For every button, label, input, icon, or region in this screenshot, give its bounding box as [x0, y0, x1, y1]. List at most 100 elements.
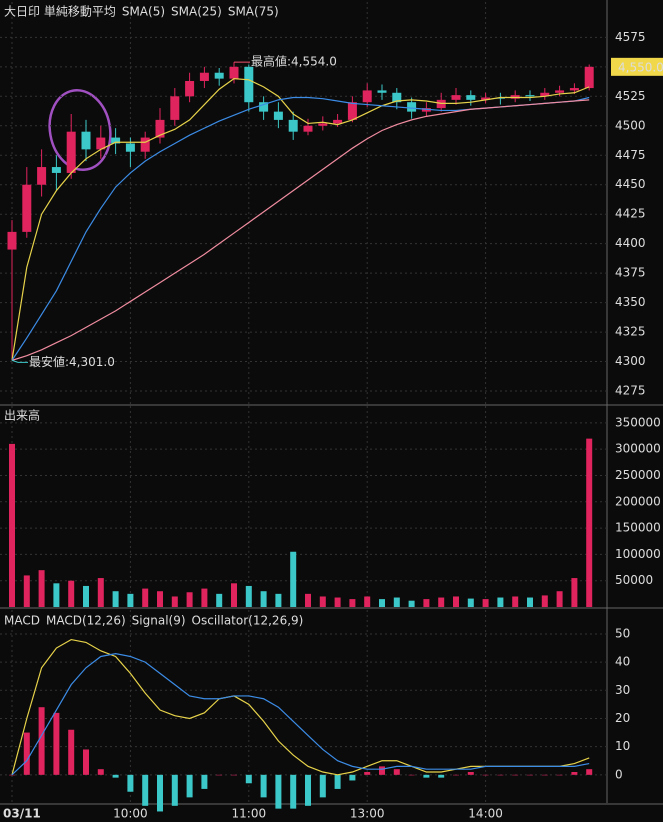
- volume-bar: [349, 599, 356, 607]
- legend-entry: SMA(75): [228, 5, 279, 19]
- volume-bar: [216, 593, 223, 607]
- y-tick-label: 350000: [615, 415, 661, 429]
- legend-entry: MACD: [4, 614, 40, 628]
- oscillator-bar: [453, 774, 459, 776]
- volume-bar: [423, 599, 430, 607]
- oscillator-bar: [497, 774, 504, 776]
- x-tick-label: 13:00: [350, 807, 385, 821]
- volume-bar: [157, 591, 163, 607]
- oscillator-bar: [157, 774, 163, 812]
- volume-bar: [334, 597, 341, 607]
- candle-body: [525, 95, 535, 97]
- volume-bar: [290, 551, 297, 607]
- volume-bar: [512, 596, 519, 607]
- x-tick-label: 11:00: [232, 807, 267, 821]
- volume-bar: [379, 599, 385, 607]
- candle-body: [318, 123, 328, 126]
- x-tick-label: 10:00: [113, 807, 148, 821]
- oscillator-bar: [186, 774, 193, 798]
- oscillator-bar: [9, 774, 15, 776]
- y-tick-label: 4425: [615, 207, 646, 221]
- candle-body: [185, 80, 195, 97]
- candle-body: [392, 92, 402, 103]
- oscillator-bar: [334, 774, 341, 789]
- candle-body: [259, 102, 269, 112]
- candle-body: [155, 119, 165, 138]
- series-line: [11, 653, 590, 776]
- oscillator-bar: [97, 769, 104, 775]
- oscillator-bar: [319, 774, 326, 798]
- oscillator-bar: [379, 766, 385, 775]
- volume-bar: [68, 580, 75, 607]
- volume-bar: [364, 596, 371, 607]
- candle-body: [170, 96, 180, 120]
- y-tick-label: 10: [615, 739, 630, 753]
- volume-bar: [305, 593, 311, 607]
- hand-drawn-circle: [48, 89, 112, 171]
- volume-bar: [438, 597, 445, 607]
- legend-entry: SMA(5): [122, 5, 165, 19]
- volume-bar: [142, 588, 149, 607]
- volume-bar: [83, 585, 89, 607]
- candle-body: [451, 95, 461, 100]
- volume-bar: [467, 598, 474, 607]
- series-line: [11, 78, 590, 361]
- candle-body: [244, 66, 254, 103]
- annotation: 最高値:4,554.0: [251, 54, 337, 69]
- oscillator-bar: [127, 774, 134, 792]
- legend-entry: MACD(12,26): [46, 614, 126, 628]
- oscillator-bar: [201, 774, 208, 789]
- oscillator-bar: [245, 774, 252, 784]
- volume-bar: [408, 600, 415, 607]
- oscillator-bar: [112, 774, 119, 778]
- legend-entry: Signal(9): [132, 614, 186, 628]
- candle-body: [362, 90, 372, 103]
- volume-bar: [497, 597, 504, 607]
- candle-body: [125, 143, 135, 152]
- oscillator-bar: [527, 774, 533, 776]
- volume-bar: [571, 578, 578, 607]
- oscillator-bar: [23, 732, 30, 775]
- y-tick-label: 4275: [615, 384, 646, 398]
- y-tick-label: 4525: [615, 89, 646, 103]
- oscillator-bar: [438, 774, 445, 778]
- oscillator-bar: [38, 707, 45, 775]
- legend-entry: Oscillator(12,26,9): [192, 614, 304, 628]
- y-tick-label: 150000: [615, 521, 661, 535]
- volume-bar: [231, 583, 237, 607]
- oscillator-bar: [83, 749, 89, 775]
- y-tick-label: 4475: [615, 148, 646, 162]
- candle-body: [81, 131, 91, 150]
- oscillator-bar: [541, 774, 548, 776]
- candle-body: [333, 119, 343, 124]
- candle-body: [37, 167, 47, 185]
- oscillator-bar: [571, 772, 578, 775]
- oscillator-bar: [467, 772, 474, 775]
- candle-body: [555, 90, 565, 93]
- last-price-label: 4,550.0: [618, 60, 663, 74]
- volume-bar: [393, 597, 400, 607]
- y-tick-label: 50: [615, 626, 630, 640]
- candle-body: [407, 102, 417, 112]
- volume-bar: [127, 593, 134, 607]
- y-tick-label: 100000: [615, 547, 661, 561]
- oscillator-bar: [408, 774, 415, 776]
- candle-body: [481, 97, 491, 100]
- candle-body: [303, 125, 313, 132]
- y-tick-label: 0: [615, 767, 623, 781]
- candle-body: [66, 131, 76, 173]
- oscillator-bar: [231, 774, 237, 776]
- y-tick-label: 20: [615, 711, 630, 725]
- y-tick-label: 4575: [615, 30, 646, 44]
- candle-body: [584, 66, 594, 89]
- candle-body: [214, 72, 224, 79]
- oscillator-bar: [216, 774, 223, 776]
- volume-bar: [453, 596, 459, 607]
- volume-bar: [245, 585, 252, 607]
- y-tick-label: 4375: [615, 266, 646, 280]
- volume-bar: [171, 596, 178, 607]
- volume-bar: [97, 578, 104, 607]
- y-tick-label: 4300: [615, 354, 646, 368]
- y-tick-label: 300000: [615, 442, 661, 456]
